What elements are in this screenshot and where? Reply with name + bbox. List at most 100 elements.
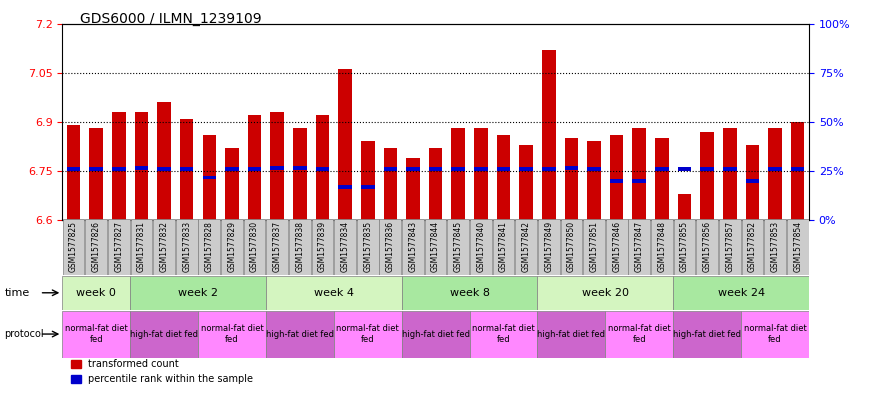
Text: GSM1577831: GSM1577831: [137, 221, 146, 272]
FancyBboxPatch shape: [469, 311, 538, 358]
Text: high-fat diet fed: high-fat diet fed: [402, 330, 469, 338]
FancyBboxPatch shape: [153, 219, 175, 275]
Text: week 0: week 0: [76, 288, 116, 298]
Bar: [383, 148, 397, 220]
Text: GSM1577854: GSM1577854: [793, 221, 802, 272]
FancyBboxPatch shape: [673, 276, 809, 310]
FancyBboxPatch shape: [605, 219, 628, 275]
Bar: [180, 119, 194, 220]
Bar: [701, 167, 714, 171]
Text: GSM1577850: GSM1577850: [567, 221, 576, 272]
Text: high-fat diet fed: high-fat diet fed: [537, 330, 605, 338]
Text: GSM1577833: GSM1577833: [182, 221, 191, 272]
Bar: [180, 167, 194, 171]
FancyBboxPatch shape: [402, 311, 469, 358]
Bar: [452, 129, 465, 220]
Text: GSM1577842: GSM1577842: [522, 221, 531, 272]
Bar: [474, 167, 488, 171]
Text: GSM1577832: GSM1577832: [159, 221, 169, 272]
Text: GSM1577839: GSM1577839: [318, 221, 327, 272]
Bar: [519, 145, 533, 220]
Text: GSM1577857: GSM1577857: [725, 221, 734, 272]
Bar: [542, 167, 556, 171]
FancyBboxPatch shape: [493, 219, 515, 275]
Bar: [632, 179, 646, 183]
Bar: [723, 167, 737, 171]
Bar: [134, 112, 148, 220]
FancyBboxPatch shape: [356, 219, 379, 275]
FancyBboxPatch shape: [447, 219, 469, 275]
Bar: [225, 148, 239, 220]
Bar: [90, 129, 103, 220]
Text: high-fat diet fed: high-fat diet fed: [673, 330, 741, 338]
FancyBboxPatch shape: [334, 219, 356, 275]
Bar: [701, 132, 714, 220]
FancyBboxPatch shape: [561, 219, 582, 275]
Text: GSM1577849: GSM1577849: [544, 221, 553, 272]
Text: normal-fat diet
fed: normal-fat diet fed: [744, 324, 806, 344]
Bar: [293, 166, 307, 170]
Bar: [248, 167, 261, 171]
Bar: [588, 167, 601, 171]
FancyBboxPatch shape: [470, 219, 492, 275]
Text: week 24: week 24: [717, 288, 765, 298]
Text: normal-fat diet
fed: normal-fat diet fed: [336, 324, 399, 344]
Bar: [452, 167, 465, 171]
Bar: [157, 167, 171, 171]
Text: normal-fat diet
fed: normal-fat diet fed: [608, 324, 670, 344]
FancyBboxPatch shape: [629, 219, 650, 275]
Bar: [316, 115, 329, 220]
Bar: [565, 138, 578, 220]
Text: GSM1577843: GSM1577843: [408, 221, 418, 272]
Bar: [768, 167, 781, 171]
FancyBboxPatch shape: [741, 311, 809, 358]
Bar: [746, 179, 759, 183]
Text: GSM1577853: GSM1577853: [771, 221, 780, 272]
FancyBboxPatch shape: [538, 219, 559, 275]
Text: time: time: [4, 288, 29, 298]
Text: GSM1577837: GSM1577837: [273, 221, 282, 272]
Text: GSM1577855: GSM1577855: [680, 221, 689, 272]
Bar: [791, 167, 805, 171]
Bar: [339, 70, 352, 220]
Bar: [406, 158, 420, 220]
Text: GSM1577840: GSM1577840: [477, 221, 485, 272]
Bar: [67, 167, 80, 171]
Bar: [791, 122, 805, 220]
Text: GSM1577836: GSM1577836: [386, 221, 395, 272]
Bar: [67, 125, 80, 220]
FancyBboxPatch shape: [765, 219, 786, 275]
Bar: [112, 167, 125, 171]
Bar: [428, 148, 443, 220]
Text: GSM1577838: GSM1577838: [295, 221, 304, 272]
Text: week 8: week 8: [450, 288, 490, 298]
FancyBboxPatch shape: [130, 311, 198, 358]
Text: GSM1577848: GSM1577848: [657, 221, 667, 272]
FancyBboxPatch shape: [198, 311, 266, 358]
FancyBboxPatch shape: [62, 276, 130, 310]
Bar: [632, 129, 646, 220]
FancyBboxPatch shape: [312, 219, 333, 275]
Text: normal-fat diet
fed: normal-fat diet fed: [65, 324, 127, 344]
Bar: [768, 129, 781, 220]
FancyBboxPatch shape: [289, 219, 310, 275]
Text: GSM1577851: GSM1577851: [589, 221, 598, 272]
Bar: [90, 167, 103, 171]
FancyBboxPatch shape: [651, 219, 673, 275]
FancyBboxPatch shape: [696, 219, 718, 275]
Bar: [383, 167, 397, 171]
Bar: [677, 167, 692, 171]
Text: GSM1577835: GSM1577835: [364, 221, 372, 272]
Text: week 2: week 2: [178, 288, 218, 298]
Bar: [677, 194, 692, 220]
Bar: [497, 135, 510, 220]
FancyBboxPatch shape: [402, 276, 538, 310]
FancyBboxPatch shape: [221, 219, 243, 275]
Bar: [225, 167, 239, 171]
Bar: [588, 141, 601, 220]
FancyBboxPatch shape: [380, 219, 401, 275]
FancyBboxPatch shape: [538, 311, 605, 358]
Bar: [723, 129, 737, 220]
Bar: [270, 112, 284, 220]
Bar: [203, 176, 216, 180]
